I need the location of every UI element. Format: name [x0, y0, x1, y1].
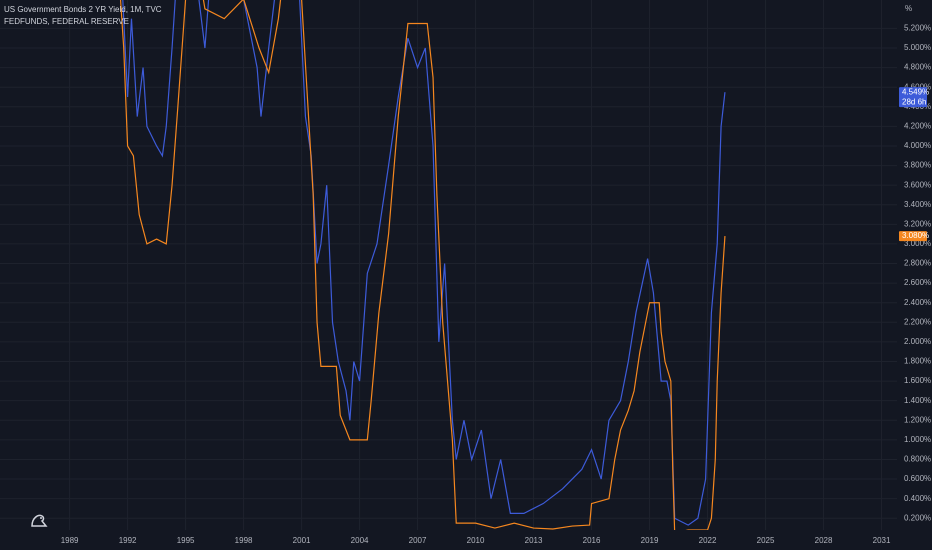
x-tick-label: 2013	[525, 536, 543, 545]
x-tick-label: 2025	[757, 536, 775, 545]
y-tick-label: 3.400%	[904, 200, 931, 209]
last-value-label: 4.549%	[902, 87, 929, 96]
x-tick-label: 1998	[235, 536, 253, 545]
x-tick-label: 1989	[61, 536, 79, 545]
y-tick-label: 3.200%	[904, 219, 931, 228]
y-tick-label: 1.400%	[904, 396, 931, 405]
y-tick-label: 4.200%	[904, 121, 931, 130]
y-tick-label: 4.800%	[904, 63, 931, 72]
y-tick-label: 0.400%	[904, 494, 931, 503]
x-tick-label: 1992	[119, 536, 137, 545]
last-value-badge	[899, 87, 927, 108]
last-value-badge	[899, 231, 927, 242]
y-tick-label: 2.800%	[904, 259, 931, 268]
x-tick-label: 2001	[293, 536, 311, 545]
y-tick-label: 4.600%	[904, 82, 931, 91]
x-tick-label: 2004	[351, 536, 369, 545]
axes: 0.200% 0.400% 0.600% 0.800% 1.000% 1.200% 1.40…	[61, 24, 931, 546]
x-tick-label: 2010	[467, 536, 485, 545]
y-tick-label: 0.200%	[904, 513, 931, 522]
x-tick-label: 2028	[815, 536, 833, 545]
y-tick-label: 5.000%	[904, 43, 931, 52]
x-tick-label: 2022	[699, 536, 717, 545]
series-line	[122, 0, 726, 526]
x-tick-label: 2007	[409, 536, 427, 545]
y-tick-label: 3.600%	[904, 180, 931, 189]
logo	[31, 514, 48, 527]
x-tick-label: 1995	[177, 536, 195, 545]
y-tick-label: 2.600%	[904, 278, 931, 287]
chart-title: US Government Bonds 2 YR Yield, 1M, TVC	[4, 5, 162, 14]
y-tick-label: 0.600%	[904, 474, 931, 483]
x-tick-label: 2016	[583, 536, 601, 545]
y-tick-label: 4.000%	[904, 141, 931, 150]
y-tick-label: 2.200%	[904, 317, 931, 326]
y-tick-label: 1.800%	[904, 357, 931, 366]
series-line	[119, 0, 726, 530]
y-tick-label: 2.400%	[904, 298, 931, 307]
x-tick-label: 2031	[873, 536, 891, 545]
chart-subtitle: FEDFUNDS, FEDERAL RESERVE	[4, 17, 129, 26]
y-tick-label: 5.200%	[904, 24, 931, 33]
y-tick-label: 0.800%	[904, 455, 931, 464]
countdown-label: 28d 6h	[902, 97, 926, 106]
y-tick-label: 2.000%	[904, 337, 931, 346]
y-tick-label: 1.600%	[904, 376, 931, 385]
y-tick-label: 3.800%	[904, 161, 931, 170]
plot	[119, 0, 726, 530]
grid	[0, 0, 897, 530]
y-tick-label: 1.000%	[904, 435, 931, 444]
x-tick-label: 2019	[641, 536, 659, 545]
last-value-label: 3.080%	[902, 231, 929, 240]
y-tick-label: 1.200%	[904, 415, 931, 424]
y-tick-label: 3.000%	[904, 239, 931, 248]
y-unit: %	[905, 4, 912, 13]
